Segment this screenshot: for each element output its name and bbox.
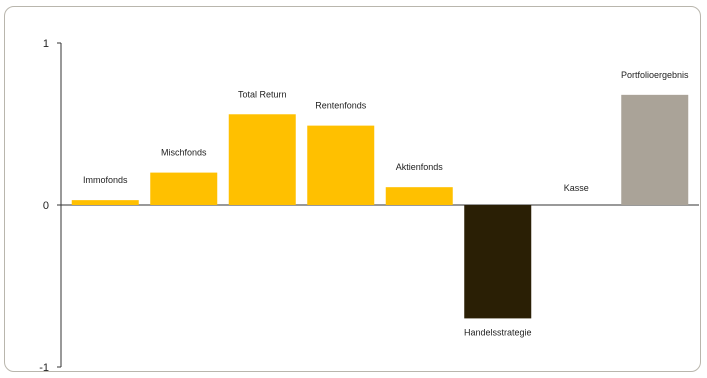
bar-label-kasse: Kasse bbox=[564, 183, 589, 193]
bar-label-aktienfonds: Aktienfonds bbox=[396, 162, 444, 172]
bar-label-mischfonds: Mischfonds bbox=[161, 148, 207, 158]
bar-label-total-return: Total Return bbox=[238, 89, 287, 99]
bar-label-handelsstrategie: Handelsstrategie bbox=[464, 327, 532, 337]
bar-label-portfolioergebnis: Portfolioergebnis bbox=[621, 70, 689, 80]
bar-rentenfonds bbox=[307, 125, 375, 205]
bar-label-immofonds: Immofonds bbox=[83, 175, 128, 185]
bar-label-rentenfonds: Rentenfonds bbox=[315, 101, 367, 111]
y-tick-label: -1 bbox=[39, 362, 49, 374]
bar-mischfonds bbox=[150, 172, 218, 205]
bars-group bbox=[71, 94, 689, 319]
bar-immofonds bbox=[71, 200, 139, 205]
y-axis-group: 1 0 -1 bbox=[39, 38, 699, 374]
bar-total-return bbox=[228, 114, 296, 205]
y-tick-label: 1 bbox=[43, 38, 49, 50]
bar-handelsstrategie bbox=[464, 205, 532, 319]
y-tick-label: 0 bbox=[43, 200, 49, 212]
bar-aktienfonds bbox=[385, 187, 453, 205]
bar-labels-group: Immofonds Mischfonds Total Return Rentenfon… bbox=[83, 70, 689, 338]
bar-portfolioergebnis bbox=[621, 94, 689, 205]
